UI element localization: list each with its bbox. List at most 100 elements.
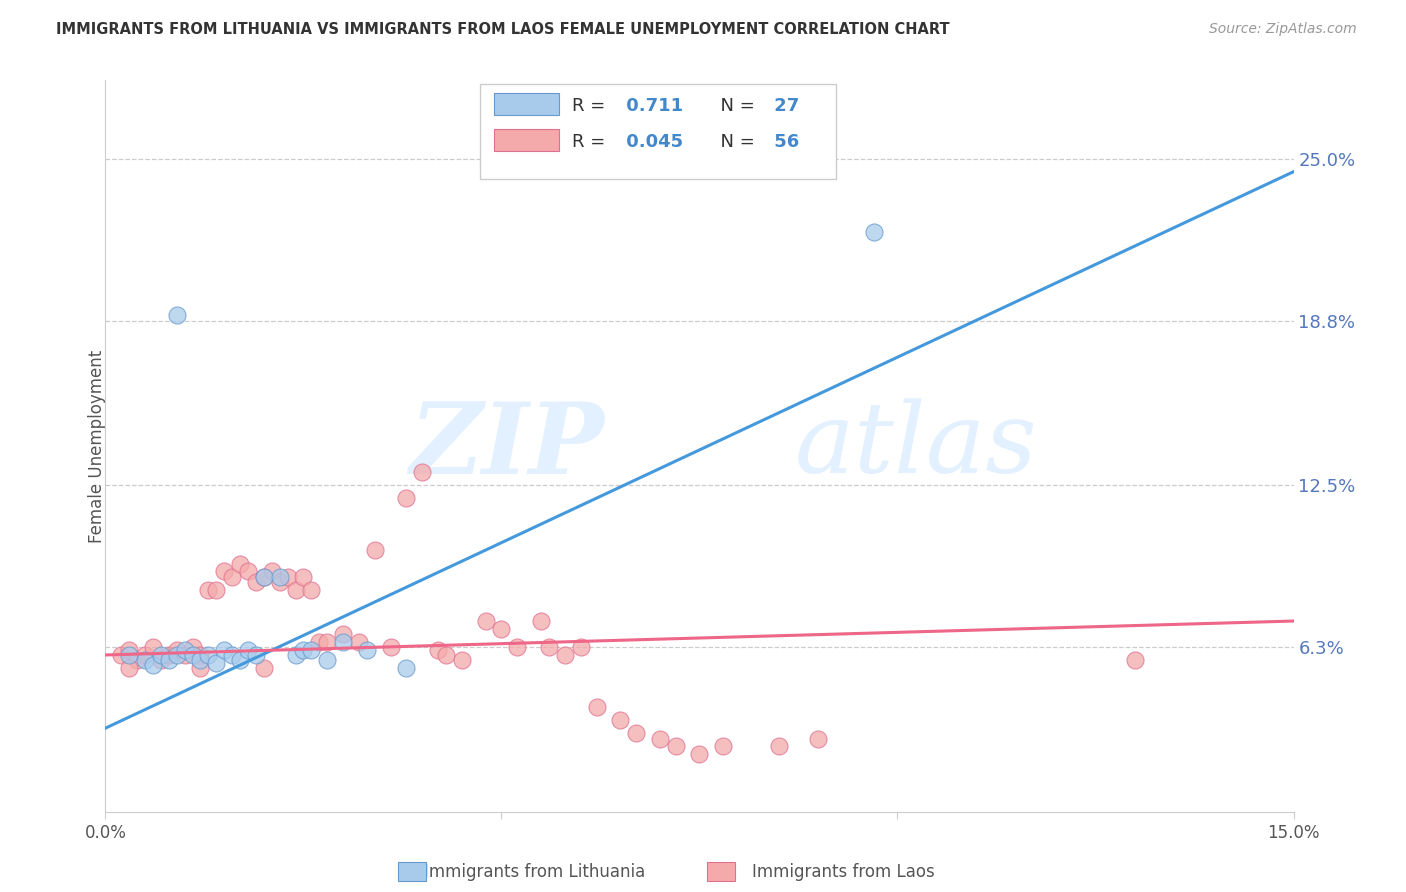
Point [332,635,354,649]
Point [506,640,529,655]
Point [205,656,228,670]
Point [197,582,219,597]
Text: R =: R = [572,97,612,115]
Point [711,739,734,754]
Point [292,569,315,583]
Text: 56: 56 [769,134,800,152]
Point [253,569,276,583]
Point [284,648,307,662]
Point [173,642,195,657]
Point [530,614,553,628]
Point [665,739,688,754]
Text: Immigrants from Laos: Immigrants from Laos [752,863,935,881]
Point [347,635,370,649]
Point [299,642,322,657]
Point [190,653,212,667]
Point [166,309,188,323]
Point [585,700,607,714]
Point [149,653,172,667]
Point [299,582,322,597]
Point [807,731,830,746]
Point [229,653,252,667]
Point [197,648,219,662]
Point [689,747,711,762]
Point [149,648,172,662]
Point [142,658,165,673]
Point [173,648,195,662]
Point [411,465,433,479]
Text: IMMIGRANTS FROM LITHUANIA VS IMMIGRANTS FROM LAOS FEMALE UNEMPLOYMENT CORRELATIO: IMMIGRANTS FROM LITHUANIA VS IMMIGRANTS … [56,22,950,37]
Point [284,582,307,597]
Point [768,739,790,754]
Point [427,642,450,657]
Point [395,491,418,506]
FancyBboxPatch shape [494,93,560,115]
Point [245,574,267,589]
Point [142,640,165,655]
Point [434,648,457,662]
FancyBboxPatch shape [494,129,560,152]
Point [1123,653,1146,667]
Point [118,661,141,675]
Point [364,543,387,558]
Text: 0.711: 0.711 [620,97,683,115]
Point [229,557,252,571]
Point [245,648,267,662]
Point [269,569,291,583]
Point [157,653,180,667]
Text: R =: R = [572,134,612,152]
Point [190,661,212,675]
Point [308,635,330,649]
Point [395,661,418,675]
Point [569,640,592,655]
Point [292,642,315,657]
Point [110,648,132,662]
Point [648,731,671,746]
Point [380,640,402,655]
Text: 0.045: 0.045 [620,134,683,152]
Text: N =: N = [709,97,761,115]
Point [356,642,378,657]
Point [236,565,259,579]
Point [127,653,149,667]
Point [166,648,188,662]
Text: Source: ZipAtlas.com: Source: ZipAtlas.com [1209,22,1357,37]
Point [221,648,243,662]
Point [269,574,291,589]
Point [450,653,472,667]
Point [332,627,354,641]
Point [609,714,631,728]
Point [316,635,339,649]
Point [491,622,513,636]
Point [214,565,236,579]
Point [537,640,560,655]
Point [253,661,276,675]
Point [157,648,180,662]
Point [260,565,283,579]
Text: N =: N = [709,134,761,152]
Point [118,648,141,662]
Point [190,648,212,662]
Text: atlas: atlas [794,399,1038,493]
Point [134,653,156,667]
FancyBboxPatch shape [479,84,837,179]
Text: 27: 27 [769,97,800,115]
Point [316,653,339,667]
Point [862,225,884,239]
Point [205,582,228,597]
Point [181,640,204,655]
Point [134,648,156,662]
Point [221,569,243,583]
Point [253,569,276,583]
Point [166,642,188,657]
Y-axis label: Female Unemployment: Female Unemployment [89,350,105,542]
Point [236,642,259,657]
Point [277,569,299,583]
Point [181,648,204,662]
Point [214,642,236,657]
Point [624,726,647,740]
Text: ZIP: ZIP [409,398,605,494]
Point [474,614,496,628]
Text: Immigrants from Lithuania: Immigrants from Lithuania [423,863,645,881]
Point [118,642,141,657]
